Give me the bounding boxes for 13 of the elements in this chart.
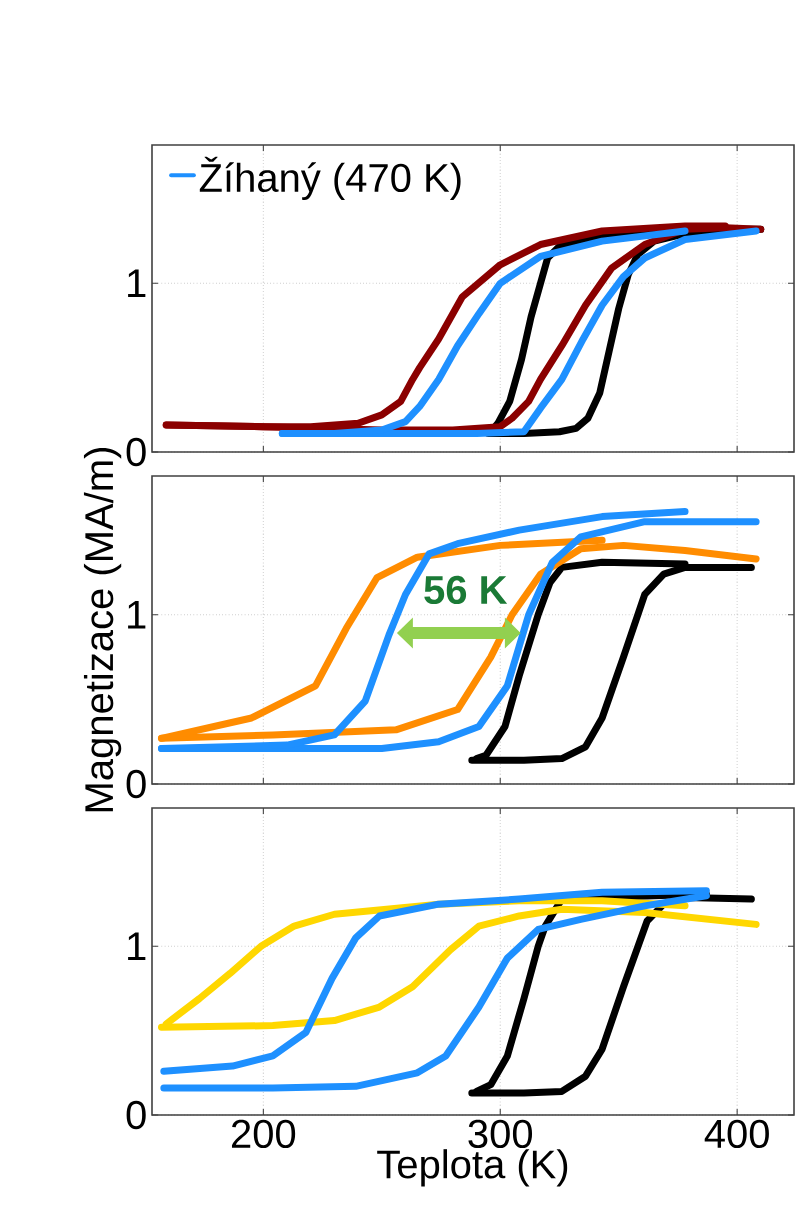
x-tick-label: 300 [468, 1119, 533, 1149]
x-axis-title: Teplota (K) [377, 1149, 568, 1187]
annotation: 56 K [424, 575, 508, 605]
y-tick-label: 0 [126, 437, 146, 467]
legend-label: Žíhaný (470 K) [199, 156, 461, 200]
x-tick-label: 400 [704, 1119, 769, 1149]
y-tick-label: 1 [128, 601, 146, 629]
y-tick-label: 1 [128, 269, 146, 298]
y-axis-title: Magnetizace (MA/m) [83, 448, 122, 812]
x-tick-label: 200 [231, 1119, 296, 1149]
y-tick-label: 1 [128, 932, 146, 961]
y-tick-label: 0 [126, 1100, 146, 1130]
y-tick-label: 0 [126, 769, 146, 799]
